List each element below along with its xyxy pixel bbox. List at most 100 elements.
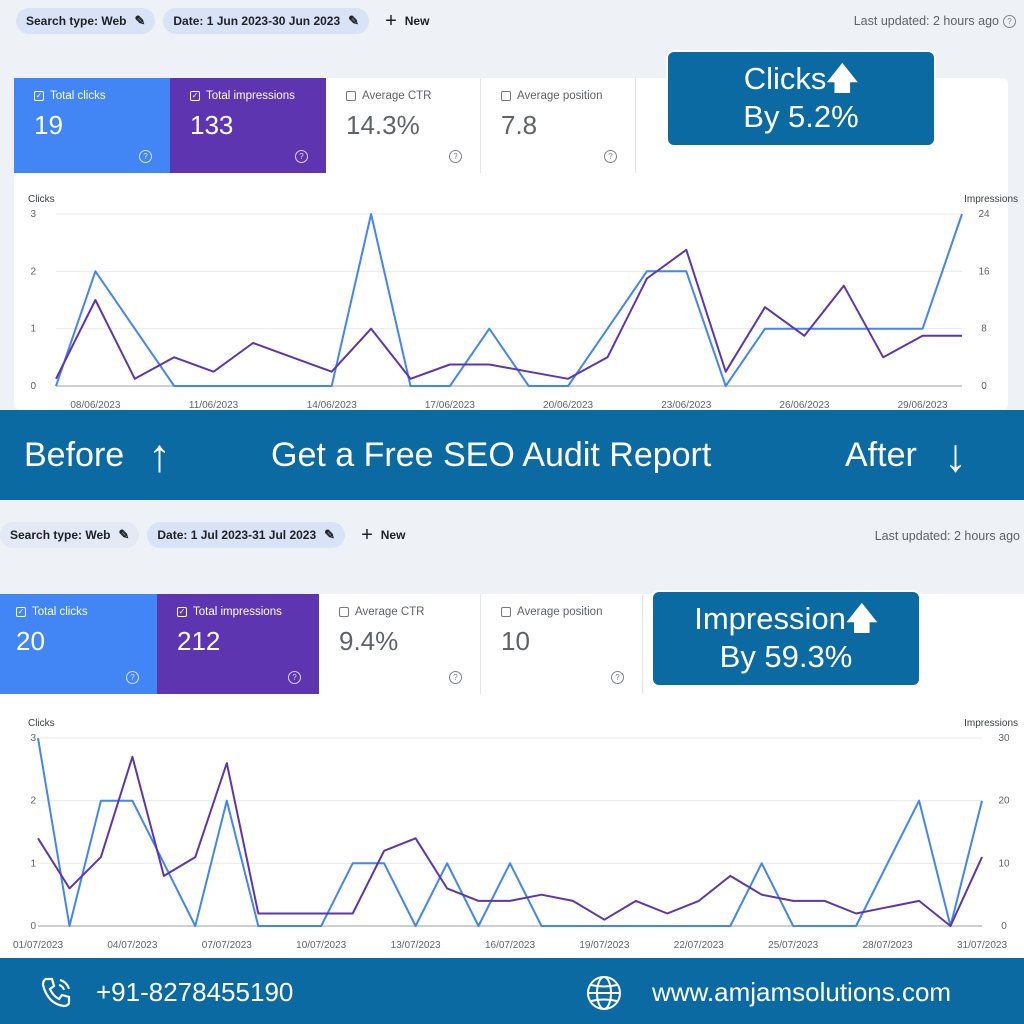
y-tick-label: 2	[30, 796, 36, 807]
checkbox-icon[interactable]	[501, 607, 511, 617]
new-filter-button[interactable]: + New	[361, 525, 405, 545]
clicks-growth-callout: Clicks🡅 By 5.2%	[666, 50, 936, 147]
y-tick-label: 3	[30, 209, 36, 220]
cta-headline[interactable]: Get a Free SEO Audit Report	[271, 436, 712, 474]
search-type-filter-chip[interactable]: Search type: Web ✎	[0, 522, 140, 548]
help-icon[interactable]: ?	[604, 150, 617, 163]
metric-value: 19	[34, 110, 63, 140]
y2-tick-label: 8	[981, 324, 987, 335]
globe-icon	[587, 976, 621, 1010]
last-updated: Last updated: 2 hours ago ?	[854, 14, 1016, 28]
pencil-icon[interactable]: ✎	[118, 527, 130, 542]
help-icon[interactable]: ?	[611, 671, 624, 684]
metric-tiles: ✓ Total clicks 20 ? ✓ Total impressions 21…	[0, 594, 643, 694]
total-impressions-tile[interactable]: ✓ Total impressions 212 ?	[157, 594, 319, 694]
x-tick-label: 19/07/2023	[579, 940, 629, 951]
callout-title: Clicks	[743, 61, 827, 96]
help-icon[interactable]: ?	[126, 671, 139, 684]
last-updated-text: Last updated: 2 hours ago	[874, 529, 1020, 543]
clicks-impressions-chart-june: Clicks Impressions 0 1 2 3 0 8 16 24 08/06/2023 11/…	[28, 194, 1018, 410]
metric-label: Total clicks	[50, 90, 106, 102]
average-ctr-tile[interactable]: Average CTR 14.3% ?	[326, 78, 481, 173]
new-filter-label: New	[380, 528, 406, 542]
help-icon[interactable]: ?	[295, 150, 308, 163]
search-type-label: Search type: Web	[10, 528, 111, 542]
pencil-icon[interactable]: ✎	[134, 13, 146, 28]
total-clicks-tile[interactable]: ✓ Total clicks 20 ?	[0, 594, 157, 694]
phone-number[interactable]: +91-8278455190	[96, 977, 294, 1007]
checkbox-icon[interactable]: ✓	[34, 91, 44, 101]
average-position-tile[interactable]: Average position 10 ?	[481, 594, 643, 694]
x-tick-label: 10/07/2023	[296, 940, 346, 951]
x-tick-label: 11/06/2023	[189, 400, 239, 410]
checkbox-icon[interactable]: ✓	[16, 607, 26, 617]
phone-icon	[41, 977, 71, 1008]
y2-tick-label: 0	[1001, 921, 1007, 932]
plus-icon: +	[361, 524, 373, 546]
after-label: After	[845, 436, 917, 474]
y-tick-label: 0	[30, 921, 36, 932]
metric-label: Average position	[517, 606, 603, 618]
impressions-series-line	[37, 755, 983, 927]
checkbox-icon[interactable]	[339, 607, 349, 617]
checkbox-icon[interactable]: ✓	[177, 607, 187, 617]
y2-tick-label: 0	[981, 381, 987, 392]
x-tick-label: 13/07/2023	[391, 940, 441, 951]
date-filter-chip[interactable]: Date: 1 Jul 2023-31 Jul 2023 ✎	[147, 522, 346, 548]
metric-value: 14.3%	[346, 110, 420, 140]
checkbox-icon[interactable]	[346, 91, 356, 101]
y2-tick-label: 24	[978, 209, 990, 220]
average-position-tile[interactable]: Average position 7.8 ?	[481, 78, 636, 173]
date-label: Date: 1 Jul 2023-31 Jul 2023	[157, 528, 317, 542]
callout-title: Impression	[694, 601, 846, 636]
x-tick-label: 07/07/2023	[202, 940, 252, 951]
metric-label: Total impressions	[193, 606, 282, 618]
metric-label: Average CTR	[355, 606, 425, 618]
metric-value: 212	[177, 626, 221, 656]
metric-value: 20	[16, 626, 45, 656]
before-report-panel: Search type: Web ✎ Date: 1 Jun 2023-30 J…	[0, 0, 1024, 410]
help-icon[interactable]: ?	[139, 150, 152, 163]
x-tick-label: 20/06/2023	[543, 400, 593, 410]
new-filter-label: New	[404, 14, 430, 28]
search-type-filter-chip[interactable]: Search type: Web ✎	[16, 8, 156, 34]
y2-tick-label: 20	[998, 796, 1010, 807]
x-tick-label: 23/06/2023	[661, 400, 711, 410]
metric-value: 9.4%	[339, 626, 399, 656]
help-icon[interactable]: ?	[288, 671, 301, 684]
x-tick-label: 31/07/2023	[957, 940, 1007, 951]
total-impressions-tile[interactable]: ✓ Total impressions 133 ?	[170, 78, 326, 173]
metric-label: Average position	[517, 90, 603, 102]
total-clicks-tile[interactable]: ✓ Total clicks 19 ?	[14, 78, 170, 173]
help-icon[interactable]: ?	[449, 150, 462, 163]
help-icon[interactable]: ?	[1003, 14, 1016, 28]
before-label: Before	[24, 436, 125, 474]
checkbox-icon[interactable]: ✓	[190, 91, 200, 101]
metric-label: Total impressions	[206, 90, 295, 102]
y2-axis-label: Impressions	[964, 718, 1018, 729]
plus-icon: +	[385, 10, 397, 32]
metric-label: Total clicks	[32, 606, 88, 618]
website-url[interactable]: www.amjamsolutions.com	[652, 977, 952, 1007]
up-arrow-icon: ↑	[148, 429, 171, 481]
date-filter-chip[interactable]: Date: 1 Jun 2023-30 Jun 2023 ✎	[163, 8, 370, 34]
last-updated-text: Last updated: 2 hours ago	[853, 14, 999, 28]
pencil-icon[interactable]: ✎	[348, 13, 360, 28]
y-tick-label: 2	[30, 266, 36, 277]
down-arrow-icon: ↓	[944, 429, 967, 481]
checkbox-icon[interactable]	[501, 91, 511, 101]
x-tick-label: 14/06/2023	[307, 400, 357, 410]
date-label: Date: 1 Jun 2023-30 Jun 2023	[173, 14, 341, 28]
pencil-icon[interactable]: ✎	[324, 527, 336, 542]
y-tick-label: 3	[30, 733, 36, 744]
average-ctr-tile[interactable]: Average CTR 9.4% ?	[319, 594, 481, 694]
clicks-series-line	[37, 737, 983, 927]
impressions-series-line	[55, 248, 962, 380]
y-axis-label: Clicks	[28, 718, 55, 729]
after-report-panel: Search type: Web ✎ Date: 1 Jul 2023-31 J…	[0, 500, 1024, 958]
y2-tick-label: 16	[978, 266, 990, 277]
help-icon[interactable]: ?	[449, 671, 462, 684]
callout-value: By 59.3%	[719, 639, 853, 674]
new-filter-button[interactable]: + New	[385, 11, 429, 31]
